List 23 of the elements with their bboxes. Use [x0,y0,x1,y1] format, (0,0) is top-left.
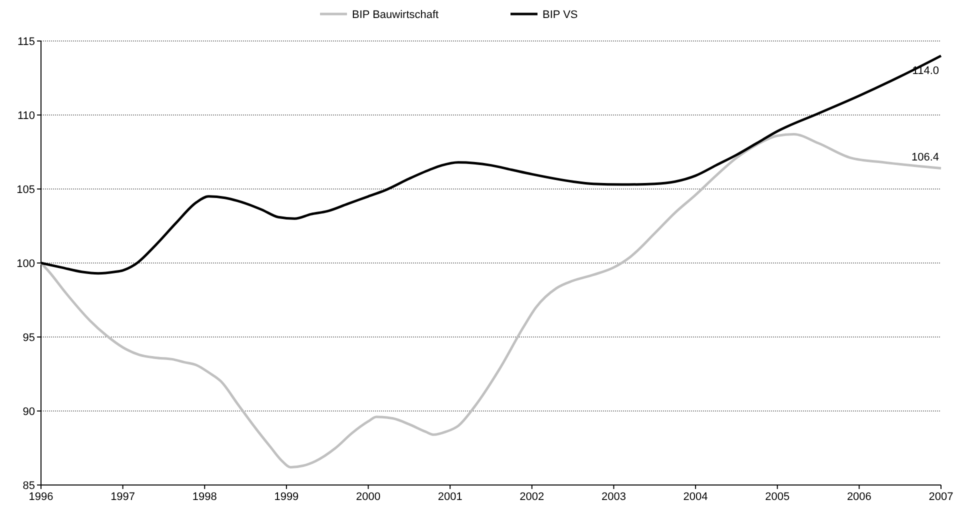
x-tick-label: 1997 [110,491,136,503]
y-tick-label: 85 [22,480,35,492]
x-tick-label: 2002 [520,491,544,503]
x-tick-label: 2007 [928,491,954,503]
x-tick-label: 1996 [28,491,54,503]
y-tick-label: 110 [17,110,35,122]
line-series [40,132,942,468]
x-tick-label: 2003 [601,491,626,503]
x-tick-label: 1998 [192,491,217,503]
x-tick-label: 2000 [356,491,381,503]
legend-label: BIP VS [542,9,578,21]
x-tick-label: 2005 [765,491,790,503]
y-tick-label: 115 [17,36,35,48]
x-tick-label: 2004 [683,491,708,503]
y-tick-label: 90 [22,406,35,418]
annotation: 106.4 [911,151,939,164]
y-tick-label: 95 [22,332,35,344]
y-tick-label: 100 [16,258,35,270]
x-tick-label: 2006 [846,491,872,503]
x-tick-label: 1999 [274,491,299,503]
x-tick-label: 2001 [438,491,462,503]
legend-label: BIP Bauwirtschaft [352,9,439,21]
y-tick-label: 105 [16,184,35,196]
